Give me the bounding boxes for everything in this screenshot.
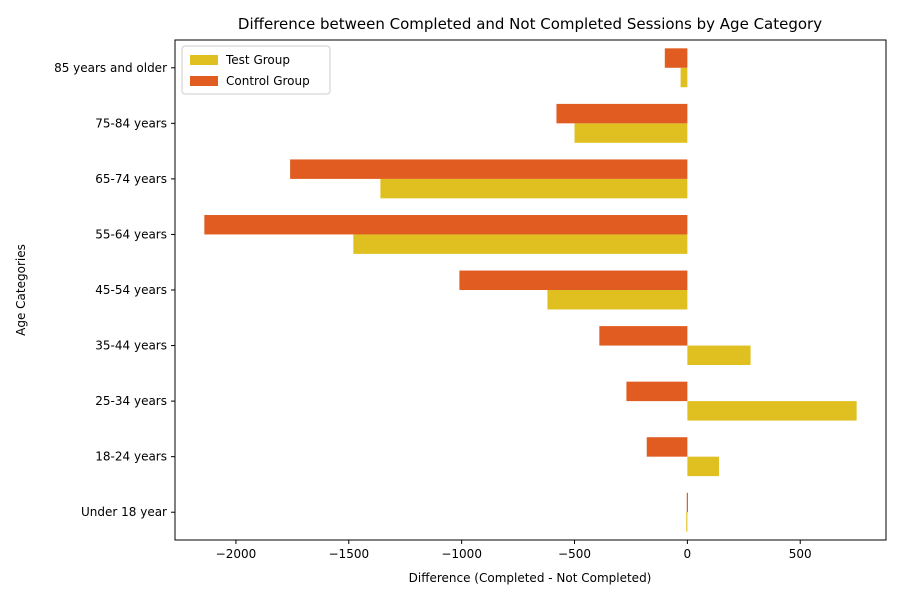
bar-test-group-5: [353, 234, 688, 254]
legend-label: Test Group: [225, 53, 290, 67]
x-tick-label: 500: [789, 547, 812, 561]
x-axis: −2000 −1500 −1000 −500 0 500: [216, 540, 812, 561]
y-tick-label: 55-64 years: [95, 227, 167, 241]
y-tick-label: Under 18 year: [81, 505, 167, 519]
y-axis-label: Age Categories: [14, 244, 28, 336]
y-tick-label: 35-44 years: [95, 339, 167, 353]
y-tick-label: 18-24 years: [95, 450, 167, 464]
y-tick-label: 45-54 years: [95, 283, 167, 297]
bar-test-group-8: [680, 67, 688, 88]
legend-box: [181, 45, 331, 95]
legend-swatch: [190, 55, 218, 65]
x-tick-label: −1500: [329, 547, 370, 561]
bar-control-group-4: [459, 270, 688, 290]
bar-test-group-1: [687, 456, 719, 477]
bar-test-group-7: [574, 123, 688, 143]
bar-control-group-7: [556, 103, 688, 124]
bar-control-group-2: [626, 381, 688, 402]
bar-control-group-3: [599, 326, 688, 346]
series-control-group: [204, 48, 688, 513]
x-tick-label: −1000: [441, 547, 482, 561]
y-tick-label: 25-34 years: [95, 394, 167, 408]
legend-label: Control Group: [226, 74, 310, 88]
bar-control-group-0: [686, 492, 688, 513]
bar-test-group-6: [380, 178, 688, 199]
x-tick-label: −500: [558, 547, 591, 561]
x-tick-label: 0: [684, 547, 692, 561]
x-axis-label: Difference (Completed - Not Completed): [409, 571, 652, 585]
bar-control-group-6: [290, 159, 688, 179]
bar-test-group-2: [687, 401, 857, 421]
x-tick-label: −2000: [216, 547, 257, 561]
bar-control-group-8: [664, 48, 688, 68]
bar-control-group-1: [646, 437, 688, 457]
y-tick-label: 85 years and older: [54, 61, 167, 75]
y-tick-label: 75-84 years: [95, 116, 167, 130]
y-axis: Under 18 year 18-24 years 25-34 years 35-44…: [54, 61, 175, 519]
bar-control-group-5: [204, 215, 688, 235]
plot-area: [204, 48, 857, 532]
bar-test-group-0: [686, 512, 688, 532]
series-test-group: [353, 67, 857, 532]
bar-test-group-4: [547, 290, 688, 310]
chart-title: Difference between Completed and Not Com…: [238, 15, 822, 33]
bar-test-group-3: [687, 345, 751, 365]
legend-swatch: [190, 76, 218, 86]
legend: Test Group Control Group: [181, 45, 331, 95]
y-tick-label: 65-74 years: [95, 172, 167, 186]
